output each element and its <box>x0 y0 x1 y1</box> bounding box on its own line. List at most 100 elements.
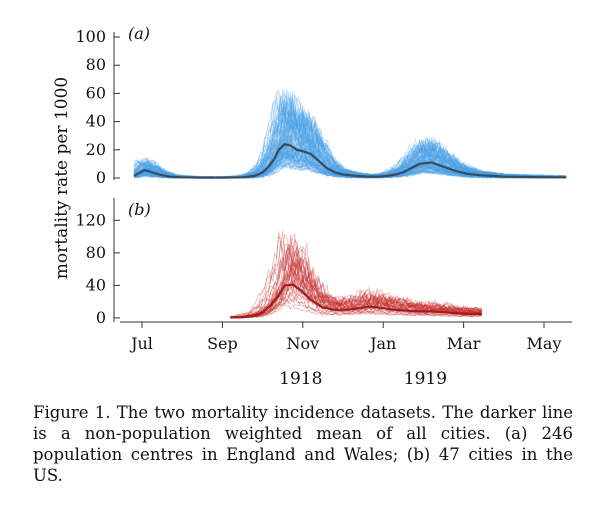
city-series-line <box>133 97 567 179</box>
city-series-line <box>133 116 567 179</box>
panel-a-mean-line <box>133 142 567 179</box>
city-series-line <box>133 106 567 179</box>
x-tick-label: Nov <box>286 334 319 353</box>
city-series-line <box>133 107 567 179</box>
city-series-line <box>133 103 567 179</box>
city-series-line <box>133 96 567 179</box>
city-series-line <box>133 111 567 179</box>
city-series-line <box>230 265 482 319</box>
x-tick-label: Sep <box>207 334 238 353</box>
city-series-line <box>230 271 482 319</box>
city-series-line <box>133 88 567 179</box>
y-tick-label: 80 <box>86 55 106 74</box>
city-series-line <box>133 107 567 179</box>
city-series-line <box>230 240 482 319</box>
x-axis-years: 1918 1919 <box>279 369 447 389</box>
city-series-line <box>230 256 482 318</box>
city-series-line <box>230 256 482 319</box>
city-series-line <box>133 114 567 179</box>
y-tick-label: 60 <box>86 83 106 102</box>
city-series-line <box>133 115 567 179</box>
panel-b-y-ticks: 120 80 40 0 <box>75 210 120 327</box>
city-series-line <box>133 92 567 179</box>
figure: mortality rate per 1000 100 80 60 40 20 0 (a)… <box>52 24 572 389</box>
city-series-line <box>230 233 483 318</box>
y-tick-label: 40 <box>86 112 106 131</box>
panel-a-label: (a) <box>128 24 150 43</box>
city-series-line <box>230 292 482 319</box>
y-tick-label: 20 <box>86 140 106 159</box>
city-series-line <box>133 106 567 179</box>
panel-b: 120 80 40 0 (b) <box>75 198 483 327</box>
city-series-line <box>133 93 567 179</box>
city-series-line <box>133 90 567 179</box>
city-series-line <box>230 244 482 318</box>
y-tick-label: 120 <box>75 210 106 229</box>
y-axis-title: mortality rate per 1000 <box>52 77 72 279</box>
city-series-line <box>230 242 483 318</box>
city-series-line <box>133 93 567 179</box>
city-series-line <box>133 107 567 179</box>
city-series-line <box>133 99 567 179</box>
city-series-line <box>133 94 567 179</box>
city-series-line <box>134 112 567 179</box>
city-series-line <box>230 255 483 319</box>
panel-a-y-ticks: 100 80 60 40 20 0 <box>75 27 120 187</box>
city-series-line <box>230 237 482 319</box>
y-axis-label: mortality rate per 1000 <box>52 77 72 279</box>
city-series-line <box>230 261 482 318</box>
panel-b-label: (b) <box>128 200 151 219</box>
city-series-line <box>230 302 482 319</box>
panel-a-city-lines <box>133 88 567 179</box>
city-series-line <box>133 88 567 179</box>
y-tick-label: 100 <box>75 27 106 46</box>
city-series-line <box>133 107 567 179</box>
city-series-line <box>133 91 567 179</box>
y-tick-label: 0 <box>96 168 106 187</box>
city-series-line <box>230 264 482 319</box>
panel-a: 100 80 60 40 20 0 (a) <box>75 24 567 187</box>
city-series-line <box>230 263 482 319</box>
x-tick-label: Jul <box>129 334 153 353</box>
city-series-line <box>133 105 567 179</box>
city-series-line <box>133 120 567 179</box>
city-series-line <box>230 234 483 318</box>
city-series-line <box>133 113 567 179</box>
figure-caption: Figure 1. The two mortality incidence da… <box>33 403 573 485</box>
city-series-line <box>230 243 483 318</box>
city-series-line <box>133 98 567 179</box>
city-series-line <box>133 120 567 179</box>
city-series-line <box>230 254 482 319</box>
city-series-line <box>133 89 567 179</box>
city-series-line <box>230 296 482 319</box>
city-series-line <box>133 117 567 179</box>
city-series-line <box>133 94 567 179</box>
city-series-line <box>230 230 483 317</box>
x-axis: Jul Sep Nov Jan Mar May 1918 1919 <box>120 321 572 389</box>
x-tick-label: Mar <box>447 334 481 353</box>
city-series-line <box>133 105 567 179</box>
city-series-line <box>230 236 482 318</box>
city-series-line <box>133 113 567 179</box>
city-series-line <box>133 100 567 179</box>
city-series-line <box>134 115 567 179</box>
city-series-line <box>230 247 482 318</box>
city-series-line <box>133 88 567 179</box>
city-series-line <box>133 101 567 179</box>
panel-b-city-lines <box>230 230 483 319</box>
y-tick-label: 40 <box>86 275 106 294</box>
city-series-line <box>133 119 567 179</box>
city-series-line <box>133 113 567 179</box>
city-series-line <box>230 258 482 318</box>
year-label: 1918 <box>279 369 322 389</box>
x-axis-ticks: Jul Sep Nov Jan Mar May <box>129 322 561 353</box>
x-tick-label: May <box>527 334 562 353</box>
city-series-line <box>230 245 482 318</box>
city-series-line <box>133 97 567 179</box>
y-tick-label: 80 <box>86 243 106 262</box>
city-series-line <box>230 298 482 319</box>
year-label: 1919 <box>404 369 447 389</box>
y-tick-label: 0 <box>96 308 106 327</box>
city-series-line <box>133 119 567 179</box>
city-series-line <box>133 89 567 179</box>
